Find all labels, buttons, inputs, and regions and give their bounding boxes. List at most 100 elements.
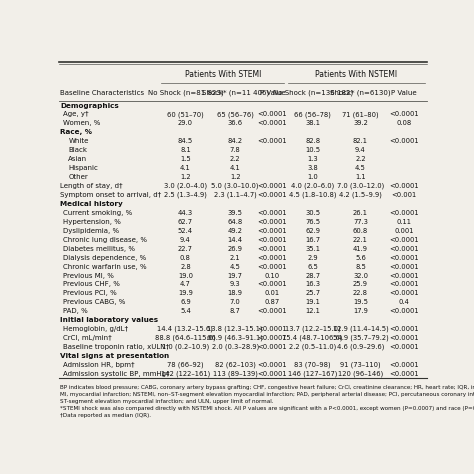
- Text: 2.2: 2.2: [355, 156, 366, 162]
- Text: Symptom onset to arrival, d†: Symptom onset to arrival, d†: [60, 192, 162, 198]
- Text: 54.9 (35.7–79.2): 54.9 (35.7–79.2): [333, 335, 388, 341]
- Text: 2.9: 2.9: [308, 255, 318, 261]
- Text: 19.1: 19.1: [305, 300, 320, 305]
- Text: Patients With NSTEMI: Patients With NSTEMI: [315, 70, 398, 79]
- Text: 14.4: 14.4: [228, 237, 243, 243]
- Text: Demographics: Demographics: [60, 102, 119, 109]
- Text: 0.11: 0.11: [397, 219, 412, 225]
- Text: 62.9: 62.9: [305, 228, 320, 234]
- Text: 66 (56–78): 66 (56–78): [294, 111, 331, 118]
- Text: 4.1: 4.1: [180, 165, 191, 171]
- Text: Dyslipidemia, %: Dyslipidemia, %: [63, 228, 119, 234]
- Text: 5.6: 5.6: [355, 255, 366, 261]
- Text: Admission systolic BP, mmHg†: Admission systolic BP, mmHg†: [63, 371, 170, 377]
- Text: <0.0001: <0.0001: [389, 246, 419, 252]
- Text: 142 (122–161): 142 (122–161): [161, 371, 210, 377]
- Text: 22.8: 22.8: [353, 291, 368, 296]
- Text: Chronic warfarin use, %: Chronic warfarin use, %: [63, 264, 146, 270]
- Text: 26.9: 26.9: [228, 246, 243, 252]
- Text: <0.0001: <0.0001: [258, 255, 287, 261]
- Text: 18.9: 18.9: [228, 291, 243, 296]
- Text: 6.9: 6.9: [180, 300, 191, 305]
- Text: <0.0001: <0.0001: [258, 362, 287, 368]
- Text: 64.8: 64.8: [228, 219, 243, 225]
- Text: 4.6 (0.9–29.6): 4.6 (0.9–29.6): [337, 344, 384, 350]
- Text: 0.10: 0.10: [265, 273, 280, 279]
- Text: 7.0 (3.0–12.0): 7.0 (3.0–12.0): [337, 183, 384, 189]
- Text: 1.3: 1.3: [308, 156, 318, 162]
- Text: 2.2: 2.2: [230, 156, 240, 162]
- Text: Women, %: Women, %: [63, 120, 100, 127]
- Text: <0.0001: <0.0001: [389, 344, 419, 350]
- Text: <0.0001: <0.0001: [389, 264, 419, 270]
- Text: 12.1: 12.1: [305, 308, 320, 314]
- Text: White: White: [68, 138, 89, 144]
- Text: 60 (51–70): 60 (51–70): [167, 111, 204, 118]
- Text: No Shock (n=81 823): No Shock (n=81 823): [147, 90, 223, 96]
- Text: Age, y†: Age, y†: [63, 111, 89, 118]
- Text: <0.0001: <0.0001: [258, 210, 287, 216]
- Text: <0.0001: <0.0001: [258, 138, 287, 144]
- Text: Current smoking, %: Current smoking, %: [63, 210, 132, 216]
- Text: <0.0001: <0.0001: [258, 219, 287, 225]
- Text: <0.0001: <0.0001: [258, 237, 287, 243]
- Text: <0.0001: <0.0001: [389, 237, 419, 243]
- Text: Vital signs at presentation: Vital signs at presentation: [60, 353, 170, 359]
- Text: Previous CABG, %: Previous CABG, %: [63, 300, 125, 305]
- Text: Race, %: Race, %: [60, 129, 92, 136]
- Text: 3.0 (2.0–4.0): 3.0 (2.0–4.0): [164, 183, 207, 189]
- Text: 113 (89–139): 113 (89–139): [213, 371, 258, 377]
- Text: P Value: P Value: [260, 90, 285, 96]
- Text: 49.2: 49.2: [228, 228, 243, 234]
- Text: 77.3: 77.3: [353, 219, 368, 225]
- Text: 28.7: 28.7: [305, 273, 320, 279]
- Text: 4.7: 4.7: [180, 282, 191, 287]
- Text: 41.9: 41.9: [353, 246, 368, 252]
- Text: <0.0001: <0.0001: [389, 183, 419, 189]
- Text: Hemoglobin, g/dL†: Hemoglobin, g/dL†: [63, 326, 128, 332]
- Text: 82 (62–103): 82 (62–103): [215, 362, 255, 368]
- Text: 3.8: 3.8: [307, 165, 318, 171]
- Text: 0.01: 0.01: [265, 291, 280, 296]
- Text: <0.0001: <0.0001: [258, 344, 287, 350]
- Text: <0.0001: <0.0001: [389, 335, 419, 341]
- Text: 19.5: 19.5: [353, 300, 368, 305]
- Text: <0.0001: <0.0001: [258, 264, 287, 270]
- Text: 19.0: 19.0: [178, 273, 193, 279]
- Text: MI, myocardial infarction; NSTEMI, non–ST-segment elevation myocardial infarctio: MI, myocardial infarction; NSTEMI, non–S…: [60, 392, 474, 397]
- Text: Diabetes mellitus, %: Diabetes mellitus, %: [63, 246, 135, 252]
- Text: 0.08: 0.08: [397, 120, 412, 127]
- Text: 6.5: 6.5: [307, 264, 318, 270]
- Text: 35.1: 35.1: [305, 246, 320, 252]
- Text: 82.1: 82.1: [353, 138, 368, 144]
- Text: PAD, %: PAD, %: [63, 308, 88, 314]
- Text: 4.0 (2.0–6.0): 4.0 (2.0–6.0): [291, 183, 334, 189]
- Text: 62.7: 62.7: [178, 219, 193, 225]
- Text: 1.1: 1.1: [355, 174, 366, 180]
- Text: 9.3: 9.3: [230, 282, 240, 287]
- Text: 82.8: 82.8: [305, 138, 320, 144]
- Text: <0.0001: <0.0001: [389, 326, 419, 332]
- Text: 22.1: 22.1: [353, 237, 368, 243]
- Text: <0.0001: <0.0001: [389, 255, 419, 261]
- Text: 19.9: 19.9: [178, 291, 193, 296]
- Text: 19.7: 19.7: [228, 273, 243, 279]
- Text: 25.9: 25.9: [353, 282, 368, 287]
- Text: <0.0001: <0.0001: [258, 120, 287, 127]
- Text: 71 (61–80): 71 (61–80): [342, 111, 379, 118]
- Text: Black: Black: [68, 147, 87, 153]
- Text: <0.0001: <0.0001: [258, 335, 287, 341]
- Text: 13.8 (12.3–15.1): 13.8 (12.3–15.1): [208, 326, 263, 332]
- Text: 7.8: 7.8: [230, 147, 241, 153]
- Text: 2.2 (0.5–11.0): 2.2 (0.5–11.0): [289, 344, 337, 350]
- Text: No Shock (n=136 182): No Shock (n=136 182): [273, 90, 353, 96]
- Text: <0.0001: <0.0001: [389, 362, 419, 368]
- Text: BP indicates blood pressure; CABG, coronary artery bypass grafting; CHF, congest: BP indicates blood pressure; CABG, coron…: [60, 385, 474, 390]
- Text: 8.1: 8.1: [180, 147, 191, 153]
- Text: <0.0001: <0.0001: [258, 228, 287, 234]
- Text: 88.8 (64.6–115.6): 88.8 (64.6–115.6): [155, 335, 216, 341]
- Text: 76.5: 76.5: [305, 219, 320, 225]
- Text: <0.0001: <0.0001: [258, 111, 287, 118]
- Text: 5.4: 5.4: [180, 308, 191, 314]
- Text: <0.0001: <0.0001: [389, 291, 419, 296]
